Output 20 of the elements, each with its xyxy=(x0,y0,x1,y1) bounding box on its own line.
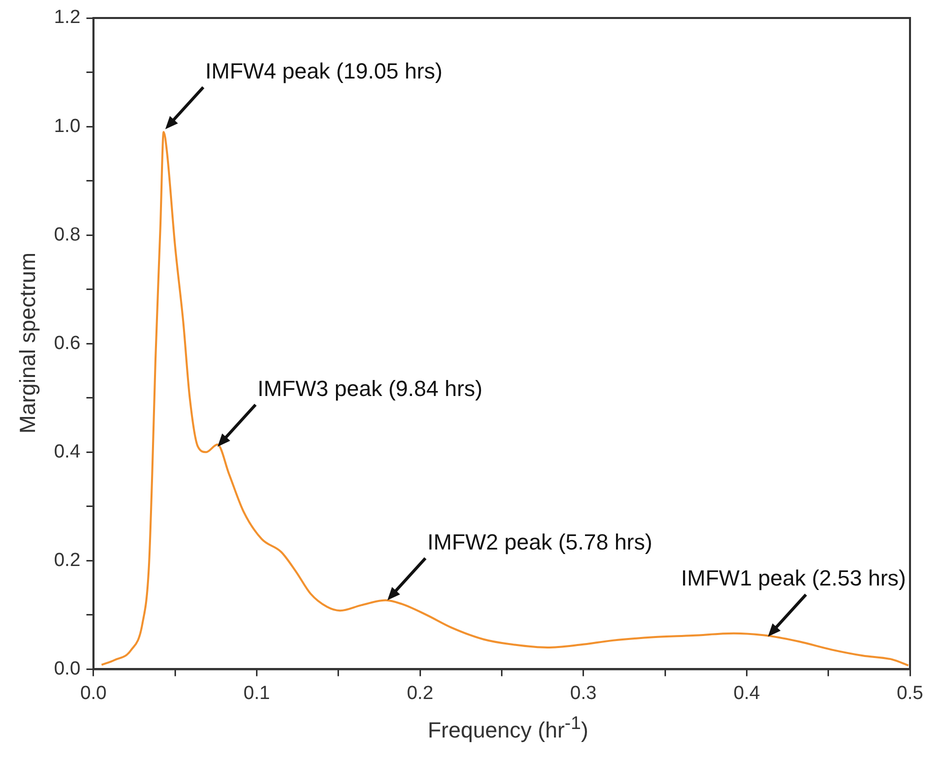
y-axis-title: Marginal spectrum xyxy=(15,252,41,434)
y-tick-label: 0.4 xyxy=(54,441,81,462)
y-tick-label: 0.0 xyxy=(54,658,80,680)
line-series xyxy=(100,130,910,666)
y-tick-label: 1.0 xyxy=(54,116,80,137)
y-tick-label: 0.6 xyxy=(54,332,80,354)
annotation: IMFW1 peak (2.53 hrs) xyxy=(681,566,906,591)
y-tick-label: 1.2 xyxy=(54,7,80,28)
annotation: IMFW3 peak (9.84 hrs) xyxy=(258,376,482,401)
y-tick-label: 0.8 xyxy=(54,224,80,246)
y-tick-label: 0.2 xyxy=(54,550,80,571)
annotation: IMFW2 peak (5.78 hrs) xyxy=(427,529,652,554)
x-tick-label: 0.2 xyxy=(406,682,434,704)
x-tick-label: 0.1 xyxy=(244,682,270,704)
x-tick-label: 0.3 xyxy=(570,682,597,704)
x-tick-label: 0.0 xyxy=(80,682,107,704)
x-tick-label: 0.4 xyxy=(733,682,760,704)
x-tick-label: 0.5 xyxy=(896,682,924,704)
annotation: IMFW4 peak (19.05 hrs) xyxy=(205,58,442,84)
x-axis-title: Frequency (hr$^{-1}$) xyxy=(426,712,590,744)
